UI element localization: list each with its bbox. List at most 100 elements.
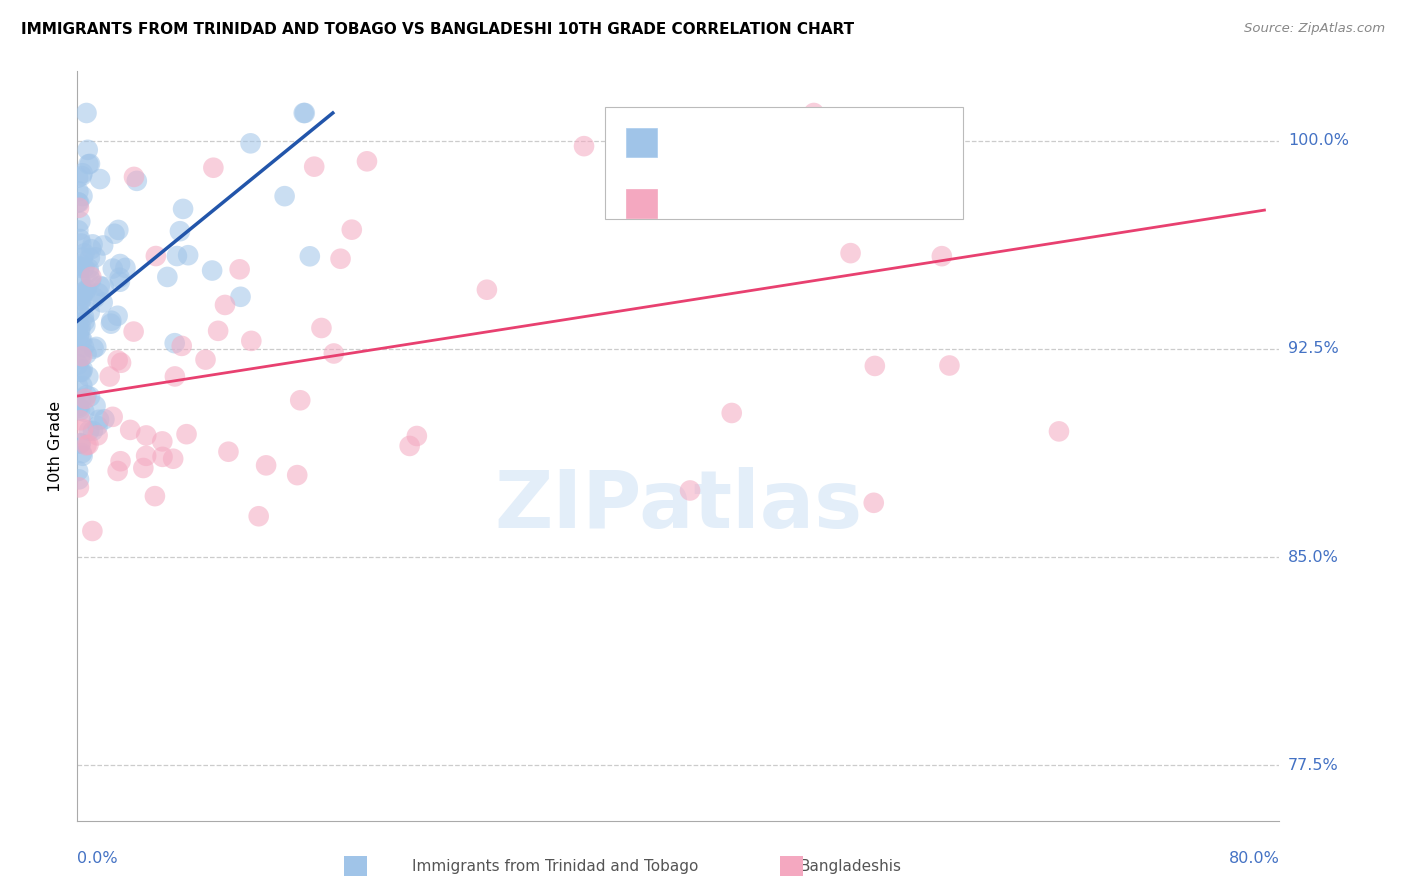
Text: IMMIGRANTS FROM TRINIDAD AND TOBAGO VS BANGLADESHI 10TH GRADE CORRELATION CHART: IMMIGRANTS FROM TRINIDAD AND TOBAGO VS B… (21, 22, 855, 37)
Point (214, 298, 236, 312)
Point (77, 265, 100, 279)
Point (91, 295, 114, 310)
Point (79, 157, 101, 171)
Point (69, 413, 91, 427)
Point (228, 262, 250, 277)
Text: ZIPatlas: ZIPatlas (495, 467, 862, 545)
Point (229, 290, 252, 304)
Point (93, 280, 115, 294)
Point (572, 139, 595, 153)
Point (67, 401, 90, 415)
Point (77, 157, 100, 171)
Point (67, 358, 90, 372)
Point (82, 424, 104, 438)
Point (79, 390, 101, 404)
Point (100, 317, 122, 331)
Point (77, 261, 100, 276)
Point (67, 328, 90, 343)
Point (76, 143, 98, 157)
Point (76, 347, 98, 361)
Point (70, 347, 93, 361)
Point (207, 324, 229, 338)
Point (298, 249, 321, 263)
Text: 100.0%: 100.0% (1288, 133, 1348, 148)
Point (114, 260, 136, 275)
Point (172, 202, 194, 216)
Point (70, 169, 93, 183)
Point (292, 106, 315, 120)
Point (69, 260, 91, 275)
Point (135, 449, 157, 463)
Point (356, 154, 378, 169)
Point (79, 251, 101, 265)
Text: 92.5%: 92.5% (1288, 342, 1339, 357)
Point (70, 446, 93, 460)
Text: Immigrants from Trinidad and Tobago: Immigrants from Trinidad and Tobago (412, 859, 699, 873)
Point (80, 269, 103, 284)
Point (70, 392, 93, 406)
Point (77, 438, 100, 452)
Point (679, 483, 702, 498)
Point (108, 275, 131, 289)
Point (108, 270, 131, 285)
Text: 80.0%: 80.0% (1229, 851, 1279, 866)
Point (69, 365, 91, 379)
Point (69, 436, 91, 450)
Point (73, 405, 96, 419)
Point (72, 251, 94, 265)
Point (202, 161, 225, 175)
Point (67, 185, 90, 199)
Point (311, 321, 333, 335)
Point (239, 136, 262, 151)
Point (80, 273, 103, 287)
Point (797, 175, 820, 189)
Point (72, 378, 94, 392)
Point (93, 412, 115, 426)
Point (69, 257, 91, 271)
Point (83, 342, 105, 356)
Point (67, 259, 90, 273)
Point (302, 160, 325, 174)
Point (73, 315, 96, 329)
Point (67, 302, 90, 317)
Point (163, 369, 186, 384)
Point (166, 249, 188, 263)
Point (69, 289, 91, 303)
Point (72, 291, 94, 305)
Point (77, 424, 100, 438)
Point (69, 307, 91, 321)
Point (67, 320, 90, 334)
Point (67, 379, 90, 393)
Point (70, 236, 93, 251)
Point (70, 365, 93, 379)
Point (84, 250, 107, 264)
Point (103, 227, 125, 241)
Point (86, 419, 108, 434)
Point (110, 356, 132, 370)
Point (69, 274, 91, 288)
Point (254, 458, 277, 473)
Point (67, 472, 90, 486)
Point (84, 399, 107, 413)
Text: Bangladeshis: Bangladeshis (800, 859, 901, 873)
Point (67, 399, 90, 413)
Point (87, 286, 110, 301)
Point (69, 320, 91, 334)
Point (79, 305, 101, 319)
Point (76, 283, 98, 297)
Point (69, 232, 91, 246)
Point (84, 340, 107, 354)
Point (862, 496, 884, 510)
Point (273, 189, 295, 203)
Point (70, 349, 93, 363)
Point (73, 285, 96, 299)
Point (75, 438, 97, 452)
Point (150, 434, 173, 449)
Point (72, 333, 94, 347)
Point (101, 409, 124, 424)
Point (89, 279, 111, 293)
Point (156, 269, 179, 284)
Y-axis label: 10th Grade: 10th Grade (48, 401, 63, 491)
Point (143, 489, 166, 503)
Point (73, 260, 96, 275)
